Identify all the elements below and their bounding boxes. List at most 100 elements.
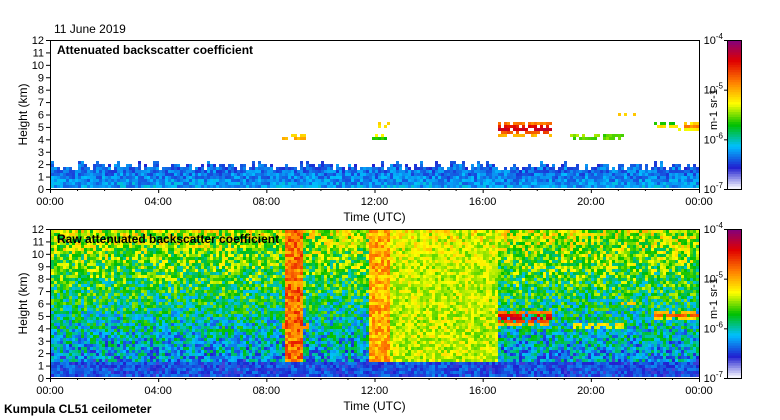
heatmap-cell <box>225 257 228 260</box>
heatmap-cell <box>237 344 240 347</box>
heatmap-cell <box>405 173 408 176</box>
heatmap-cell <box>177 185 180 188</box>
heatmap-cell <box>168 317 171 320</box>
heatmap-cell <box>177 326 180 329</box>
heatmap-cell <box>255 179 258 182</box>
heatmap-cell <box>204 230 207 233</box>
heatmap-cell <box>123 311 126 314</box>
heatmap-cell <box>159 230 162 233</box>
heatmap-cell <box>648 179 651 182</box>
heatmap-cell <box>75 299 78 302</box>
heatmap-cell <box>102 275 105 278</box>
heatmap-cell <box>237 341 240 344</box>
heatmap-cell <box>222 317 225 320</box>
heatmap-cell <box>228 293 231 296</box>
heatmap-cell <box>693 170 696 173</box>
heatmap-cell <box>72 344 75 347</box>
heatmap-cell <box>183 353 186 356</box>
heatmap-cell <box>111 353 114 356</box>
heatmap-cell <box>96 296 99 299</box>
heatmap-cell <box>444 173 447 176</box>
heatmap-cell <box>225 263 228 266</box>
heatmap-cell <box>147 305 150 308</box>
heatmap-cell <box>69 293 72 296</box>
heatmap-cell <box>633 113 636 116</box>
heatmap-cell <box>225 353 228 356</box>
heatmap-cell <box>189 332 192 335</box>
heatmap-cell <box>240 257 243 260</box>
heatmap-cell <box>189 326 192 329</box>
heatmap-cell <box>492 182 495 185</box>
heatmap-cell <box>114 329 117 332</box>
heatmap-cell <box>72 254 75 257</box>
heatmap-cell <box>69 233 72 236</box>
heatmap-cell <box>357 179 360 182</box>
heatmap-cell <box>339 167 342 170</box>
heatmap-cell <box>174 266 177 269</box>
heatmap-cell <box>66 356 69 359</box>
heatmap-cell <box>441 179 444 182</box>
heatmap-cell <box>189 308 192 311</box>
heatmap-cell <box>408 170 411 173</box>
heatmap-cell <box>303 173 306 176</box>
heatmap-cell <box>156 362 159 365</box>
heatmap-cell <box>90 230 93 233</box>
heatmap-cell <box>126 329 129 332</box>
heatmap-cell <box>189 356 192 359</box>
heatmap-cell <box>123 182 126 185</box>
heatmap-cell <box>237 281 240 284</box>
heatmap-cell <box>195 356 198 359</box>
heatmap-cell <box>504 182 507 185</box>
heatmap-cell <box>357 173 360 176</box>
heatmap-cell <box>543 182 546 185</box>
heatmap-cell <box>183 290 186 293</box>
heatmap-cell <box>57 248 60 251</box>
heatmap-cell <box>144 308 147 311</box>
heatmap-cell <box>96 275 99 278</box>
heatmap-cell <box>180 353 183 356</box>
colorbar-segment <box>727 126 741 130</box>
heatmap-cell <box>135 362 138 365</box>
heatmap-cell <box>675 179 678 182</box>
heatmap-cell <box>216 233 219 236</box>
heatmap-cell <box>102 287 105 290</box>
heatmap-cell <box>57 365 60 368</box>
heatmap-cell <box>180 329 183 332</box>
heatmap-cell <box>138 302 141 305</box>
heatmap-cell <box>474 173 477 176</box>
heatmap-cell <box>195 338 198 341</box>
heatmap-cell <box>222 353 225 356</box>
heatmap-cell <box>66 332 69 335</box>
heatmap-cell <box>186 281 189 284</box>
heatmap-cell <box>177 278 180 281</box>
heatmap-cell <box>627 170 630 173</box>
heatmap-cell <box>216 368 219 371</box>
heatmap-cell <box>81 359 84 362</box>
heatmap-cell <box>426 179 429 182</box>
heatmap-cell <box>165 314 168 317</box>
heatmap-cell <box>303 179 306 182</box>
heatmap-cell <box>162 182 165 185</box>
heatmap-cell <box>213 347 216 350</box>
heatmap-cell <box>240 251 243 254</box>
heatmap-cell <box>159 293 162 296</box>
heatmap-cell <box>81 248 84 251</box>
heatmap-cell <box>99 278 102 281</box>
heatmap-cell <box>162 299 165 302</box>
heatmap-cell <box>546 167 549 170</box>
heatmap-cell <box>165 329 168 332</box>
heatmap-cell <box>102 338 105 341</box>
heatmap-cell <box>111 362 114 365</box>
heatmap-cell <box>66 296 69 299</box>
heatmap-cell <box>174 335 177 338</box>
heatmap-cell <box>183 254 186 257</box>
heatmap-cell <box>621 167 624 170</box>
heatmap-cell <box>93 239 96 242</box>
heatmap-cell <box>96 341 99 344</box>
heatmap-cell <box>630 185 633 188</box>
heatmap-cell <box>99 176 102 179</box>
heatmap-cell <box>51 239 54 242</box>
heatmap-cell <box>174 332 177 335</box>
heatmap-cell <box>627 179 630 182</box>
heatmap-cell <box>108 362 111 365</box>
